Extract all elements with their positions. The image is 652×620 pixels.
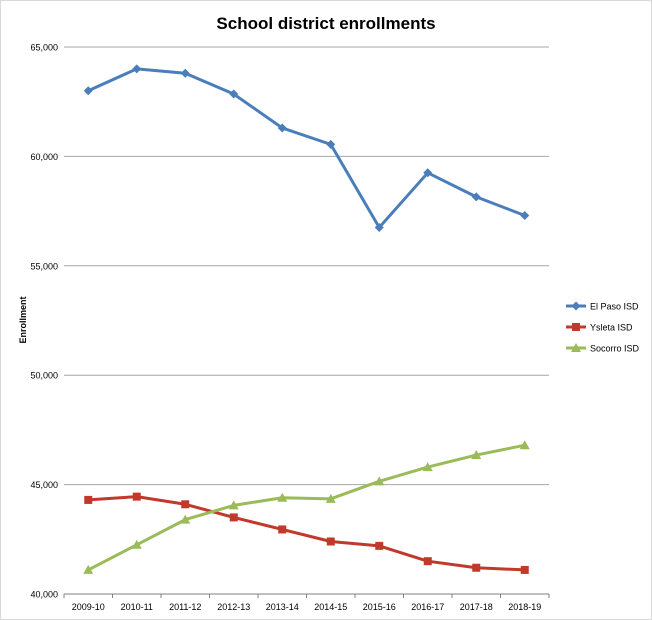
data-point	[180, 514, 191, 524]
x-tick-label: 2010-11	[121, 602, 153, 612]
data-point	[520, 565, 529, 574]
data-point	[325, 493, 336, 503]
y-tick-label: 60,000	[30, 152, 58, 162]
legend-label: Ysleta ISD	[590, 323, 633, 333]
data-point	[374, 223, 384, 233]
data-point	[84, 495, 93, 504]
data-point	[229, 89, 239, 99]
legend-label: El Paso ISD	[590, 302, 639, 312]
x-tick-label: 2011-12	[169, 602, 201, 612]
data-point	[277, 123, 287, 133]
data-point	[229, 513, 238, 522]
x-tick-label: 2017-18	[460, 602, 493, 612]
y-tick-label: 45,000	[30, 480, 58, 490]
data-point	[471, 192, 481, 202]
legend-item: Socorro ISD	[566, 343, 640, 354]
series-socorro-isd	[83, 440, 530, 574]
legend-item: Ysleta ISD	[566, 323, 633, 333]
x-tick-label: 2009-10	[72, 602, 105, 612]
data-point	[83, 564, 94, 574]
legend-item: El Paso ISD	[566, 301, 639, 312]
x-tick-label: 2012-13	[217, 602, 250, 612]
chart-title: School district enrollments	[216, 14, 435, 33]
data-point	[277, 492, 288, 502]
data-point	[181, 500, 190, 509]
x-tick-label: 2013-14	[266, 602, 299, 612]
legend: El Paso ISD Ysleta ISD Socorro ISD	[566, 301, 640, 354]
legend-label: Socorro ISD	[590, 344, 640, 354]
series-lines	[83, 64, 530, 574]
axes: 40,000 45,000 50,000 55,000 60,000 65,000 2009…	[30, 43, 550, 612]
legend-marker	[571, 343, 581, 352]
data-point	[83, 86, 93, 96]
y-tick-label: 40,000	[30, 590, 58, 600]
y-tick-label: 65,000	[30, 43, 58, 53]
data-point	[131, 539, 142, 549]
data-point	[374, 476, 385, 486]
x-tick-label: 2018-19	[508, 602, 541, 612]
data-point	[471, 450, 482, 460]
data-point	[422, 462, 433, 472]
data-point	[423, 557, 432, 566]
data-point	[228, 500, 239, 510]
x-tick-label: 2015-16	[363, 602, 396, 612]
data-point	[132, 64, 142, 74]
x-tick-label: 2014-15	[314, 602, 347, 612]
data-point	[375, 541, 384, 550]
data-point	[326, 537, 335, 546]
y-tick-label: 55,000	[30, 261, 58, 271]
data-point	[180, 68, 190, 78]
data-point	[472, 563, 481, 572]
data-point	[423, 168, 433, 178]
legend-marker	[571, 301, 581, 311]
series-line	[88, 495, 525, 572]
data-point	[519, 440, 530, 450]
data-point	[132, 492, 141, 501]
data-point	[326, 139, 336, 149]
y-axis-label: Enrollment	[18, 296, 28, 343]
data-point	[278, 525, 287, 534]
gridlines	[64, 46, 549, 486]
series-line	[87, 443, 526, 572]
x-tick-label: 2016-17	[411, 602, 444, 612]
data-point	[520, 210, 530, 220]
legend-marker	[572, 323, 580, 331]
series-line	[87, 67, 526, 230]
y-tick-label: 50,000	[30, 371, 58, 381]
series-ysleta-isd	[84, 492, 529, 574]
series-el-paso-isd	[83, 64, 530, 233]
